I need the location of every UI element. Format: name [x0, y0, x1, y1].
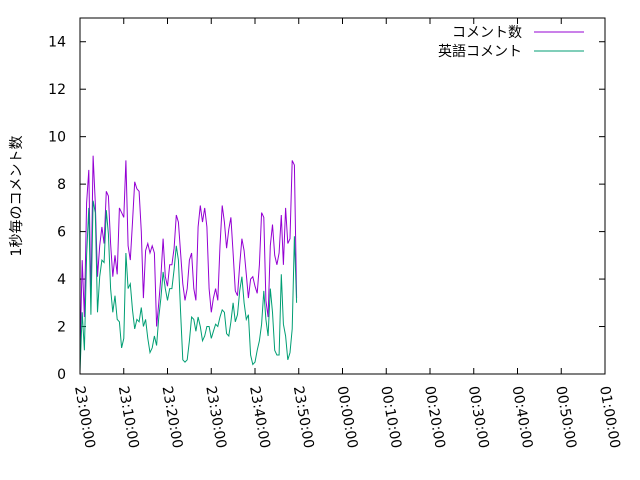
series-line-0	[79, 155, 298, 356]
y-axis-label: 1秒毎のコメント数	[9, 136, 25, 257]
series-lines	[79, 155, 298, 372]
x-tick-label: 23:50:00	[290, 385, 317, 450]
x-tick-label: 23:20:00	[159, 385, 186, 450]
series-line-1	[79, 200, 298, 372]
x-axis-ticks: 23:00:00 23:10:00 23:20:00 23:30:00 23:40:00…	[71, 18, 623, 450]
plot-frame	[79, 17, 606, 375]
x-tick-label: 00:00:00	[334, 385, 361, 450]
x-tick-label: 23:10:00	[115, 385, 142, 450]
y-tick-label: 2	[57, 320, 66, 336]
y-tick-label: 14	[48, 35, 66, 51]
y-tick-label: 0	[57, 367, 66, 383]
y-tick-label: 6	[57, 225, 66, 241]
y-axis-ticks: 0 2 4 6 8 10 12 14	[48, 35, 605, 383]
x-tick-label: 23:40:00	[246, 385, 273, 450]
x-tick-label: 00:50:00	[552, 385, 579, 450]
x-tick-label: 00:40:00	[509, 385, 536, 450]
x-tick-label: 00:30:00	[465, 385, 492, 450]
x-tick-label: 01:00:00	[596, 385, 623, 450]
x-tick-label: 00:20:00	[421, 385, 448, 450]
x-tick-label: 23:30:00	[202, 385, 229, 450]
y-tick-label: 8	[57, 177, 66, 193]
x-tick-label: 00:10:00	[377, 385, 404, 450]
legend-label: コメント数	[452, 25, 522, 41]
y-tick-label: 10	[48, 130, 66, 146]
y-tick-label: 4	[57, 272, 66, 288]
y-tick-label: 12	[48, 82, 66, 98]
x-tick-label: 23:00:00	[71, 385, 98, 450]
legend-label: 英語コメント	[438, 43, 522, 60]
